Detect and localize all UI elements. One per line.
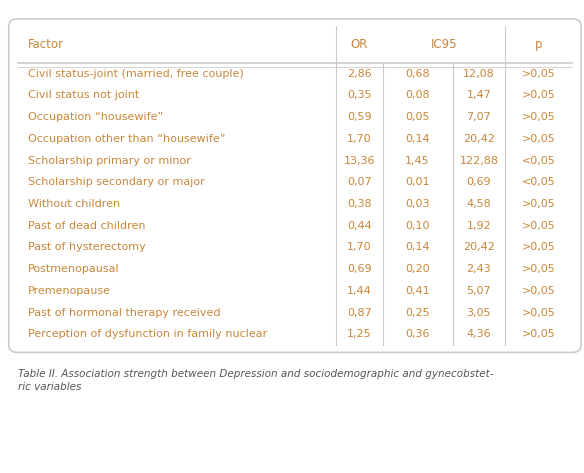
Text: Perception of dysfunction in family nuclear: Perception of dysfunction in family nucl… [28,329,267,340]
Text: 5,07: 5,07 [467,286,491,296]
Text: 0,35: 0,35 [347,90,371,100]
Text: Past of hysterectomy: Past of hysterectomy [28,243,146,253]
Text: 7,07: 7,07 [467,112,491,122]
Text: 1,70: 1,70 [347,243,371,253]
Text: >0,05: >0,05 [522,243,555,253]
Text: 1,92: 1,92 [467,221,491,231]
Text: 0,20: 0,20 [405,264,430,274]
Text: 122,88: 122,88 [460,156,498,166]
Text: >0,05: >0,05 [522,199,555,209]
Text: 1,44: 1,44 [347,286,371,296]
Text: 0,36: 0,36 [405,329,430,340]
Text: 0,14: 0,14 [405,243,430,253]
Text: 0,08: 0,08 [405,90,430,100]
Text: 0,25: 0,25 [405,308,430,318]
Text: >0,05: >0,05 [522,329,555,340]
Text: 1,70: 1,70 [347,134,371,144]
Text: p: p [535,38,543,51]
Text: 0,59: 0,59 [347,112,371,122]
Text: 2,43: 2,43 [467,264,491,274]
Text: 1,25: 1,25 [347,329,371,340]
Text: >0,05: >0,05 [522,221,555,231]
Text: 0,38: 0,38 [347,199,371,209]
Text: 0,01: 0,01 [405,177,430,187]
Text: >0,05: >0,05 [522,69,555,79]
Text: 12,08: 12,08 [463,69,495,79]
Text: Civil status-joint (married, free couple): Civil status-joint (married, free couple… [28,69,244,79]
Text: Occupation “housewife”: Occupation “housewife” [28,112,164,122]
Text: IC95: IC95 [430,38,457,51]
Text: Past of hormonal therapy received: Past of hormonal therapy received [28,308,221,318]
Text: 0,69: 0,69 [467,177,491,187]
Text: <0,05: <0,05 [522,156,555,166]
Text: >0,05: >0,05 [522,286,555,296]
Text: 4,36: 4,36 [467,329,491,340]
Text: 0,44: 0,44 [347,221,371,231]
Text: >0,05: >0,05 [522,308,555,318]
Text: Without children: Without children [28,199,120,209]
Text: Past of dead children: Past of dead children [28,221,145,231]
Text: Postmenopausal: Postmenopausal [28,264,120,274]
Text: Scholarship secondary or major: Scholarship secondary or major [28,177,205,187]
Text: 1,45: 1,45 [405,156,430,166]
Text: 13,36: 13,36 [343,156,375,166]
Text: 0,05: 0,05 [405,112,430,122]
Text: 4,58: 4,58 [467,199,491,209]
Text: 2,86: 2,86 [347,69,371,79]
Text: Table II. Association strength between Depression and sociodemographic and gynec: Table II. Association strength between D… [18,369,493,392]
Text: 0,10: 0,10 [405,221,430,231]
Text: 20,42: 20,42 [463,243,495,253]
Text: Premenopause: Premenopause [28,286,111,296]
Text: 0,03: 0,03 [405,199,430,209]
Text: Factor: Factor [28,38,64,51]
Text: 0,87: 0,87 [347,308,371,318]
Text: >0,05: >0,05 [522,134,555,144]
Text: >0,05: >0,05 [522,90,555,100]
FancyBboxPatch shape [9,19,581,352]
Text: Occupation other than “housewife”: Occupation other than “housewife” [28,134,225,144]
Text: OR: OR [350,38,368,51]
Text: 0,69: 0,69 [347,264,371,274]
Text: Scholarship primary or minor: Scholarship primary or minor [28,156,191,166]
Text: 3,05: 3,05 [467,308,491,318]
Text: 0,07: 0,07 [347,177,371,187]
Text: 1,47: 1,47 [467,90,491,100]
Text: Civil status not joint: Civil status not joint [28,90,139,100]
Text: <0,05: <0,05 [522,177,555,187]
Text: 0,68: 0,68 [405,69,430,79]
Text: 0,14: 0,14 [405,134,430,144]
Text: >0,05: >0,05 [522,264,555,274]
Text: 0,41: 0,41 [405,286,430,296]
Text: 20,42: 20,42 [463,134,495,144]
Text: >0,05: >0,05 [522,112,555,122]
